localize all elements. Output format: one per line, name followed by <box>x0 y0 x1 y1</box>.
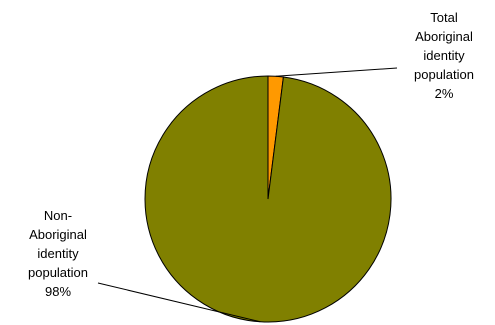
slice-label-1-line-1: Aboriginal <box>29 227 87 242</box>
leader-line-0 <box>275 67 398 77</box>
slice-label-1-line-4: 98% <box>45 284 71 299</box>
slice-label-0-line-2: identity <box>423 48 465 63</box>
slice-label-0: Total Aboriginal identity population 2% <box>414 10 474 101</box>
leader-lines <box>97 67 398 323</box>
slice-labels: Total Aboriginal identity population 2% Non- A… <box>28 10 474 299</box>
slice-label-1: Non- Aboriginal identity population 98% <box>28 208 88 299</box>
slice-label-1-line-0: Non- <box>44 208 72 223</box>
slice-label-0-line-1: Aboriginal <box>415 29 473 44</box>
slice-label-0-line-4: 2% <box>435 86 454 101</box>
slice-label-0-line-3: population <box>414 67 474 82</box>
pie-slice-1 <box>144 75 392 323</box>
slice-label-1-line-3: population <box>28 265 88 280</box>
pie-slices <box>144 75 392 323</box>
leader-line-1 <box>97 282 261 323</box>
slice-label-1-line-2: identity <box>37 246 79 261</box>
slice-label-0-line-0: Total <box>430 10 458 25</box>
